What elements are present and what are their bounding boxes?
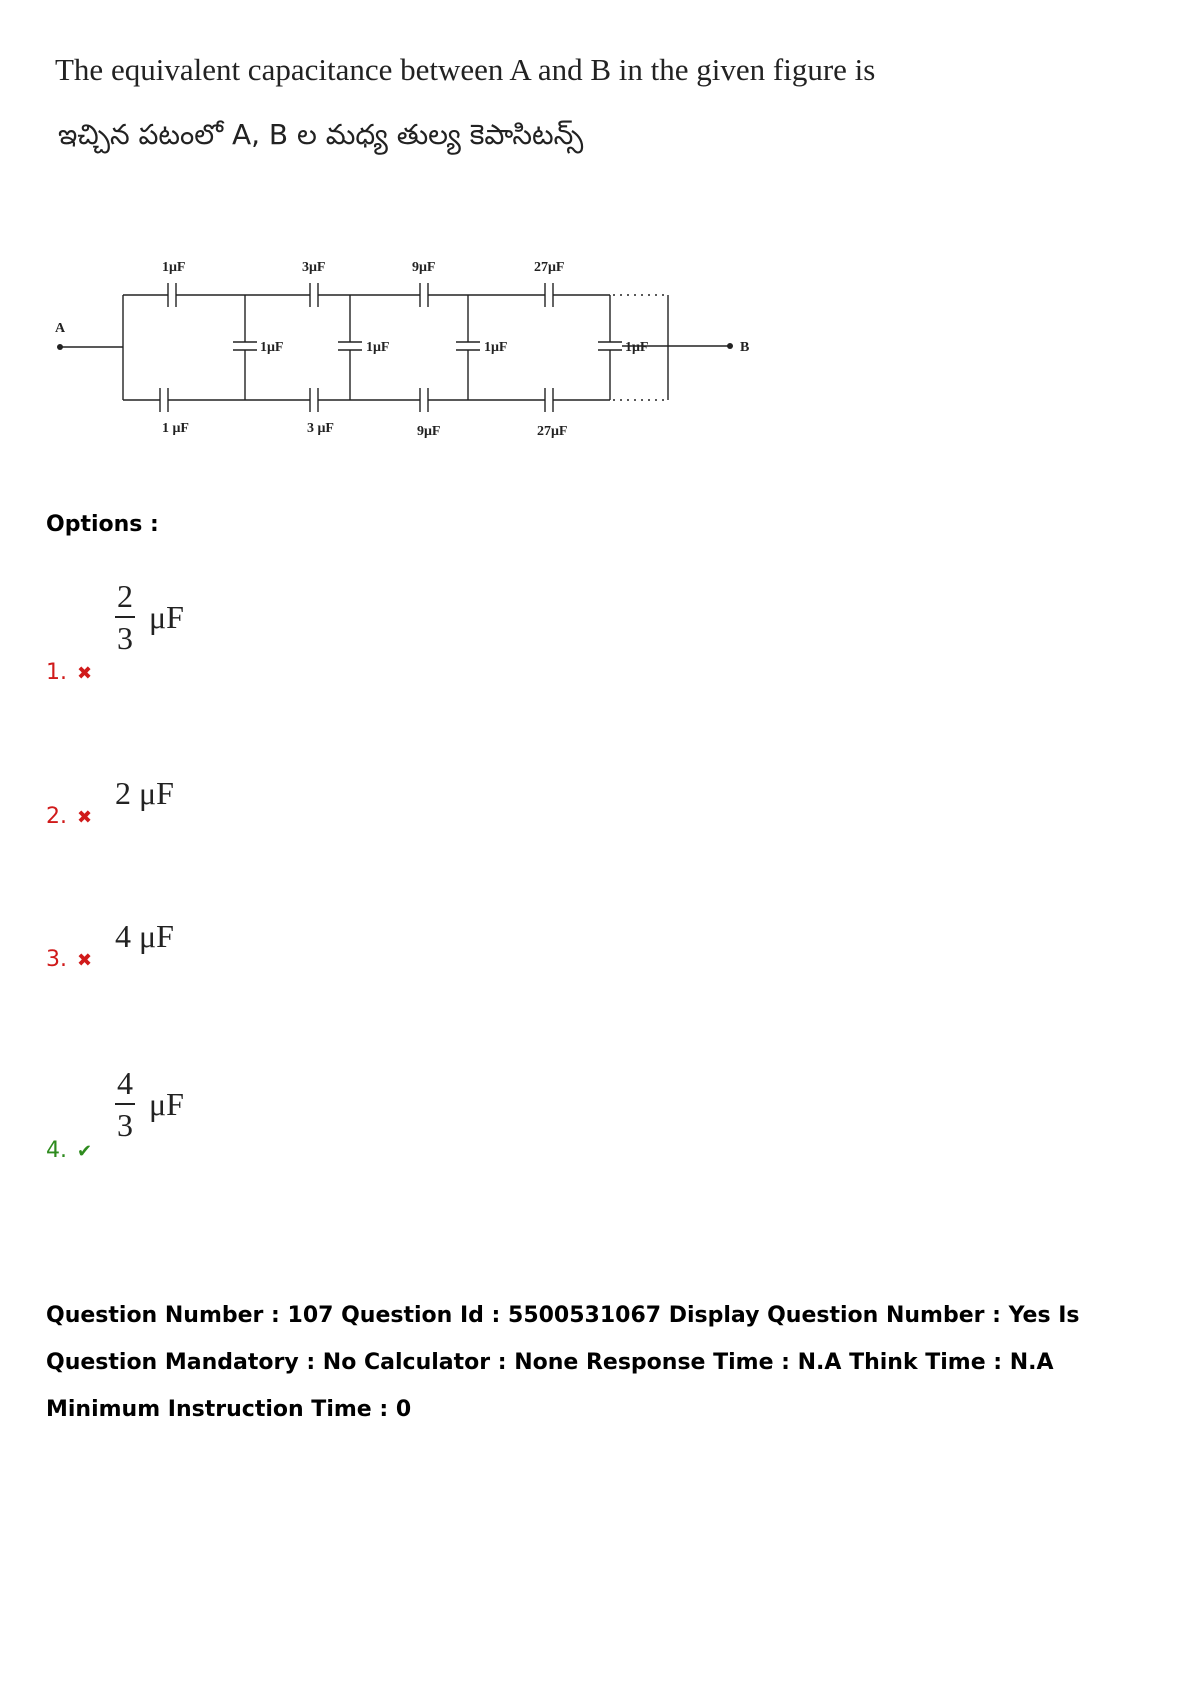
question-text-english: The equivalent capacitance between A and… bbox=[55, 52, 876, 87]
option-1-value: 2 3 μF bbox=[115, 580, 184, 654]
unit: μF bbox=[149, 598, 184, 635]
terminal-b-label: B bbox=[740, 340, 749, 355]
bottom-cap-label: 27μF bbox=[537, 424, 568, 439]
option-4-value: 4 3 μF bbox=[115, 1067, 184, 1141]
top-cap-label: 27μF bbox=[534, 260, 565, 275]
option-number: 4. bbox=[46, 1138, 67, 1163]
top-cap-label: 1μF bbox=[162, 260, 186, 275]
option-1[interactable]: 1. ✖ bbox=[46, 660, 92, 685]
vertical-cap-label: 1μF bbox=[366, 340, 390, 355]
denominator: 3 bbox=[117, 620, 133, 656]
top-cap-label: 9μF bbox=[412, 260, 436, 275]
vertical-cap-label: 1μF bbox=[484, 340, 508, 355]
option-3-value: 4 μF bbox=[115, 918, 174, 954]
cross-icon: ✖ bbox=[77, 663, 93, 684]
unit: μF bbox=[149, 1085, 184, 1122]
question-text-telugu: ఇచ్చిన పటంలో A, B ల మధ్య తుల్య కెపాసిటన్… bbox=[58, 118, 584, 151]
bottom-cap-label: 1 μF bbox=[162, 421, 189, 436]
terminal-a-label: A bbox=[55, 321, 66, 336]
fraction: 2 3 bbox=[115, 580, 135, 654]
fraction-bar bbox=[115, 1103, 135, 1105]
options-heading: Options : bbox=[46, 512, 159, 537]
question-metadata: Question Number : 107 Question Id : 5500… bbox=[46, 1303, 1080, 1422]
vertical-cap-label: 1μF bbox=[260, 340, 284, 355]
capacitor-circuit-diagram: A B 1μF 3μF 9μF 27μF 1μF 1μF 1μF 1μF 1 μ… bbox=[55, 260, 749, 439]
check-icon: ✔ bbox=[77, 1141, 93, 1162]
top-cap-label: 3μF bbox=[302, 260, 326, 275]
cross-icon: ✖ bbox=[77, 807, 93, 828]
option-3[interactable]: 3. ✖ bbox=[46, 947, 92, 972]
fraction-bar bbox=[115, 616, 135, 618]
numerator: 4 bbox=[117, 1065, 133, 1101]
vertical-cap-label: 1μF bbox=[625, 340, 649, 355]
option-number: 1. bbox=[46, 660, 67, 685]
terminal-b-node bbox=[727, 343, 733, 349]
cross-icon: ✖ bbox=[77, 950, 93, 971]
terminal-a-node bbox=[57, 344, 63, 350]
option-number: 2. bbox=[46, 804, 67, 829]
numerator: 2 bbox=[117, 578, 133, 614]
option-2-value: 2 μF bbox=[115, 775, 174, 811]
denominator: 3 bbox=[117, 1107, 133, 1143]
fraction: 4 3 bbox=[115, 1067, 135, 1141]
bottom-cap-label: 9μF bbox=[417, 424, 441, 439]
option-2[interactable]: 2. ✖ bbox=[46, 804, 92, 829]
bottom-cap-label: 3 μF bbox=[307, 421, 334, 436]
option-number: 3. bbox=[46, 947, 67, 972]
option-4[interactable]: 4. ✔ bbox=[46, 1138, 92, 1163]
